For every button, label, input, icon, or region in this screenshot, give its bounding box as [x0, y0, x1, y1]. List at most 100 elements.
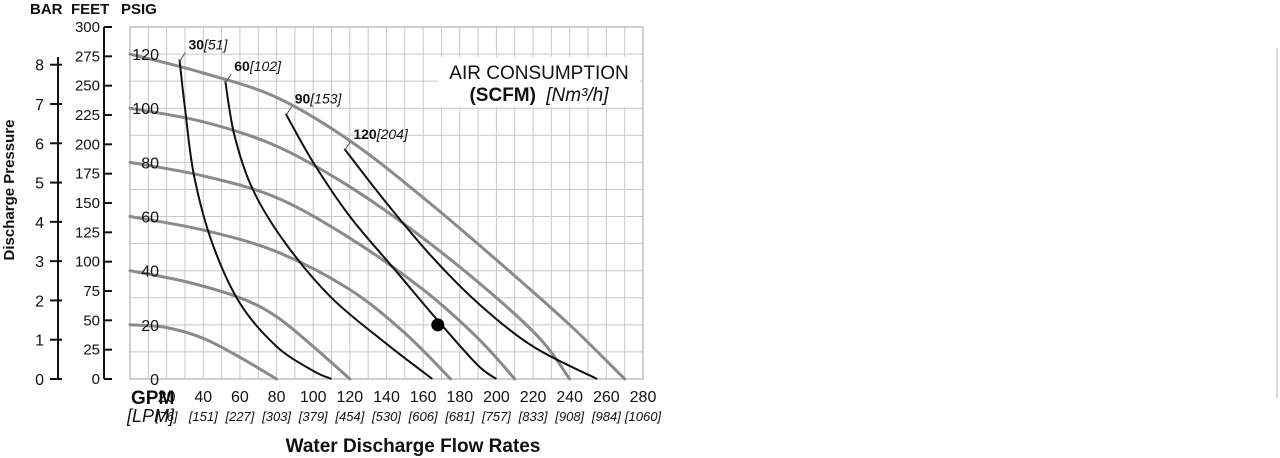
gpm-tick-label: 220 [520, 389, 547, 406]
gpm-tick-label: 120 [337, 389, 364, 406]
bar-tick-label: 4 [35, 215, 44, 232]
air-curve-label-nm3h: [102] [249, 58, 282, 74]
psig-tick-label: 40 [141, 264, 159, 281]
air-consumption-curve [284, 113, 498, 380]
lpm-unit-label: [LPM] [126, 406, 175, 426]
psig-tick-label: 120 [132, 47, 159, 64]
lpm-tick-label: [379] [298, 409, 328, 424]
title-unit-scfm: (SCFM) [469, 85, 535, 106]
bar-tick-label: 5 [35, 176, 44, 193]
feet-tick-label: 275 [75, 48, 100, 65]
bar-tick-label: 2 [35, 293, 44, 310]
plot-frame [129, 26, 644, 380]
gpm-tick-label: 240 [556, 389, 583, 406]
lpm-tick-label: [454] [334, 409, 364, 424]
bar-unit-header: BAR [30, 1, 63, 18]
lpm-tick-label: [833] [518, 409, 548, 424]
gpm-tick-label: 20 [158, 389, 176, 406]
lpm-tick-label: [681] [444, 409, 474, 424]
feet-tick-label: 75 [83, 283, 100, 300]
air-consumption-curve [224, 81, 433, 380]
psig-tick-label: 20 [141, 318, 159, 335]
feet-tick-label: 150 [75, 195, 100, 212]
gpm-tick-label: 160 [410, 389, 437, 406]
psig-axis-ticks: 0 20 40 60 80 100 120 [132, 47, 159, 389]
bar-tick-label: 3 [35, 254, 44, 271]
gpm-tick-label: 260 [593, 389, 620, 406]
lpm-tick-label: [530] [371, 409, 401, 424]
psig-unit-header: PSIG [121, 1, 157, 18]
curve-label-leader [179, 52, 186, 62]
operating-point [431, 318, 445, 332]
curve-label-leader [285, 106, 293, 116]
air-curve-label-scfm: 120 [353, 126, 377, 142]
feet-tick-label: 300 [75, 19, 100, 36]
title-unit-nm3h: [Nm³/h] [545, 85, 609, 106]
gpm-tick-label: 140 [373, 389, 400, 406]
lpm-tick-label: [1060] [624, 409, 662, 424]
lpm-tick-label: [227] [224, 409, 254, 424]
lpm-tick-label: [908] [554, 409, 584, 424]
curve-label-leader [343, 141, 351, 152]
gpm-axis-ticks: 20 40 60 80 100 120 140 160 180 200 220 240 260 280 [158, 389, 657, 406]
feet-axis-ticks: 0 25 50 75 100 125 150 175 200 225 250 275 300 [75, 19, 112, 388]
lpm-tick-label: [757] [481, 409, 511, 424]
bar-tick-label: 6 [35, 136, 44, 153]
gpm-unit-label: GPM [131, 388, 174, 409]
air-curve-label-scfm: 60 [234, 58, 250, 74]
pressure-curves [128, 52, 627, 381]
pressure-curve [128, 106, 572, 381]
curve-label-leader [224, 73, 232, 84]
air-curve-label-scfm: 90 [295, 91, 311, 107]
psig-tick-label: 100 [132, 101, 159, 118]
gpm-tick-label: 100 [300, 389, 327, 406]
gpm-tick-label: 60 [231, 389, 249, 406]
lpm-tick-label: [984] [591, 409, 621, 424]
pressure-curve [128, 269, 352, 381]
chart-title-line1: AIR CONSUMPTION [449, 63, 628, 84]
lpm-tick-label: [76] [155, 409, 178, 424]
gpm-tick-label: 180 [446, 389, 473, 406]
lpm-axis-ticks: [76] [151] [227] [303] [379] [454] [530] [606] [… [155, 409, 662, 424]
psig-tick-label: 80 [141, 155, 159, 172]
air-curve-label: 90[153] [295, 91, 343, 107]
feet-tick-label: 50 [83, 312, 100, 329]
gpm-tick-label: 280 [630, 389, 657, 406]
feet-tick-label: 175 [75, 166, 100, 183]
bar-tick-label: 1 [35, 333, 44, 350]
air-consumption-curve [343, 148, 598, 380]
bar-tick-label: 0 [35, 372, 44, 389]
bar-axis-ticks: 0 1 2 3 4 5 6 7 8 [35, 58, 62, 389]
air-consumption-curve [178, 59, 332, 380]
bar-tick-label: 7 [35, 97, 44, 114]
lpm-tick-label: [606] [408, 409, 438, 424]
air-curve-label: 120[204] [353, 126, 409, 142]
x-axis-label: Water Discharge Flow Rates [286, 436, 541, 457]
pressure-curve [128, 323, 279, 381]
right-divider [1276, 48, 1278, 398]
pressure-curve [128, 160, 517, 381]
air-curve-label: 30[51] [188, 36, 228, 52]
air-consumption-curves: 30[51] 60[102] 90[153] 120[204] [178, 36, 598, 380]
gpm-tick-label: 40 [194, 389, 212, 406]
air-curve-label-nm3h: [51] [203, 36, 228, 52]
psig-tick-label: 60 [141, 210, 159, 227]
air-curve-label-nm3h: [153] [309, 91, 342, 107]
feet-unit-header: FEET [71, 1, 109, 18]
title-background [438, 57, 640, 107]
y-axis-label: Discharge Pressure [1, 120, 18, 261]
pressure-curve [128, 215, 453, 381]
air-curve-label: 60[102] [234, 58, 282, 74]
bar-tick-label: 8 [35, 58, 44, 75]
pressure-curve [128, 52, 627, 381]
air-curve-label-nm3h: [204] [376, 126, 409, 142]
feet-tick-label: 25 [83, 342, 100, 359]
air-curve-label-scfm: 30 [188, 36, 204, 52]
operating-point-marker [431, 318, 445, 332]
lpm-tick-label: [303] [261, 409, 291, 424]
feet-tick-label: 125 [75, 224, 100, 241]
feet-tick-label: 100 [75, 254, 100, 271]
psig-tick-label: 0 [150, 372, 159, 389]
feet-tick-label: 0 [92, 371, 100, 388]
